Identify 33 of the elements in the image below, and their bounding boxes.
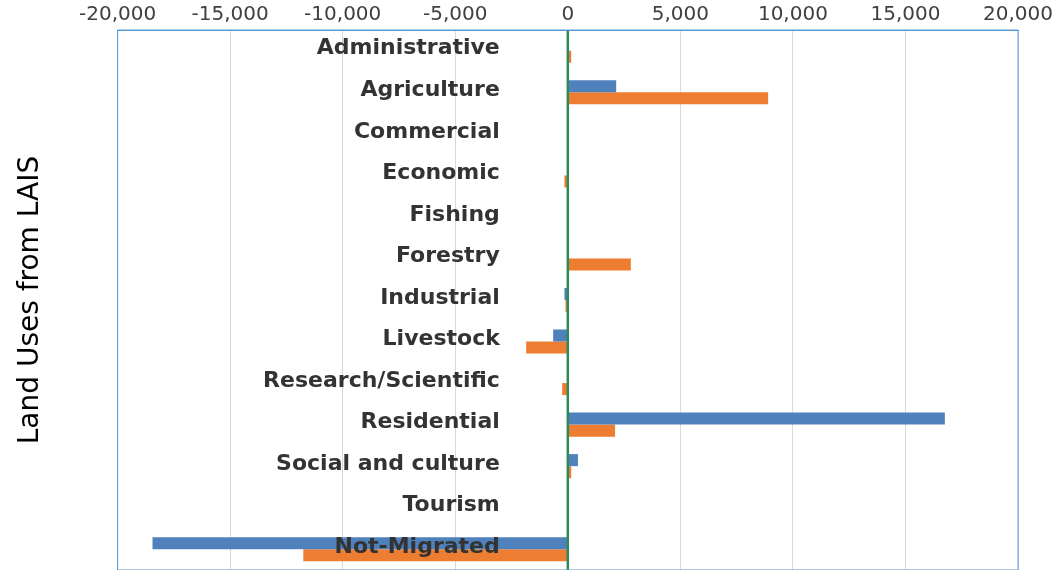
bar — [526, 341, 568, 354]
bar — [562, 383, 568, 396]
y-tick-label: Economic — [382, 159, 500, 185]
x-tick-label: -20,000 — [79, 1, 157, 26]
y-axis-title: Land Uses from LAIS — [12, 155, 46, 445]
x-tick-label: -5,000 — [423, 1, 488, 26]
x-tick-label: -10,000 — [304, 1, 382, 26]
bar — [568, 412, 945, 425]
y-tick-label: Agriculture — [360, 76, 500, 102]
bar — [564, 175, 568, 188]
y-tick-label: Social and culture — [276, 449, 500, 475]
y-tick-label: Industrial — [380, 283, 500, 309]
y-tick-label: Livestock — [382, 325, 502, 351]
y-tick-label: Research/Scientific — [263, 366, 500, 392]
y-tick-label: Fishing — [409, 200, 500, 226]
bar — [568, 454, 578, 467]
bar — [564, 287, 568, 300]
bar — [568, 424, 616, 437]
x-tick-label: 0 — [561, 1, 575, 26]
bar — [568, 80, 617, 93]
y-tick-label: Administrative — [316, 34, 500, 60]
y-tick-label: Residential — [360, 408, 500, 434]
x-tick-label: 15,000 — [870, 1, 941, 26]
y-tick-label: Forestry — [395, 242, 500, 268]
x-tick-label: 5,000 — [651, 1, 709, 26]
x-tick-label: 20,000 — [983, 1, 1053, 26]
y-tick-label: Tourism — [402, 491, 500, 517]
x-tick-label: -15,000 — [191, 1, 269, 26]
bar — [553, 329, 568, 342]
bar — [568, 258, 631, 271]
y-tick-label: Commercial — [353, 117, 500, 143]
x-tick-label: 10,000 — [757, 1, 828, 26]
bar — [568, 92, 769, 105]
